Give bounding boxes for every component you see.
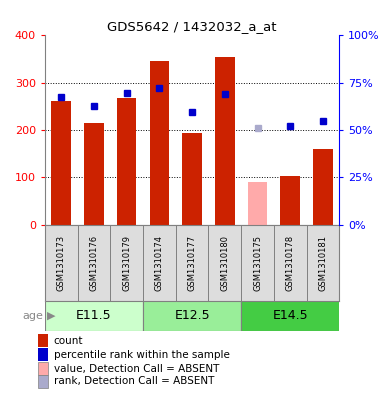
Text: GSM1310180: GSM1310180 xyxy=(220,235,229,290)
Bar xyxy=(143,301,241,331)
Text: value, Detection Call = ABSENT: value, Detection Call = ABSENT xyxy=(54,364,219,374)
Text: ▶: ▶ xyxy=(47,311,55,321)
Text: GSM1310176: GSM1310176 xyxy=(89,235,98,291)
Bar xyxy=(182,133,202,224)
Bar xyxy=(280,176,300,224)
Text: E12.5: E12.5 xyxy=(174,309,210,322)
Text: age: age xyxy=(22,311,43,321)
Bar xyxy=(51,101,71,224)
Bar xyxy=(149,61,169,224)
Text: E11.5: E11.5 xyxy=(76,309,112,322)
Text: GSM1310178: GSM1310178 xyxy=(286,235,295,291)
Title: GDS5642 / 1432032_a_at: GDS5642 / 1432032_a_at xyxy=(107,20,277,33)
Bar xyxy=(241,301,339,331)
Text: GSM1310177: GSM1310177 xyxy=(188,235,197,291)
Bar xyxy=(38,375,48,388)
Text: E14.5: E14.5 xyxy=(272,309,308,322)
Text: GSM1310175: GSM1310175 xyxy=(253,235,262,290)
Bar xyxy=(313,149,333,224)
Bar xyxy=(84,123,104,224)
Bar xyxy=(38,362,48,375)
Text: percentile rank within the sample: percentile rank within the sample xyxy=(54,350,230,360)
Bar xyxy=(215,57,235,224)
Text: GSM1310179: GSM1310179 xyxy=(122,235,131,290)
Bar xyxy=(248,182,267,224)
Bar xyxy=(38,348,48,361)
Text: GSM1310173: GSM1310173 xyxy=(57,235,66,291)
Bar xyxy=(117,98,136,224)
Text: count: count xyxy=(54,336,83,345)
Bar xyxy=(45,301,143,331)
Text: rank, Detection Call = ABSENT: rank, Detection Call = ABSENT xyxy=(54,376,214,386)
Text: GSM1310174: GSM1310174 xyxy=(155,235,164,290)
Text: GSM1310181: GSM1310181 xyxy=(319,235,328,290)
Bar xyxy=(38,334,48,347)
